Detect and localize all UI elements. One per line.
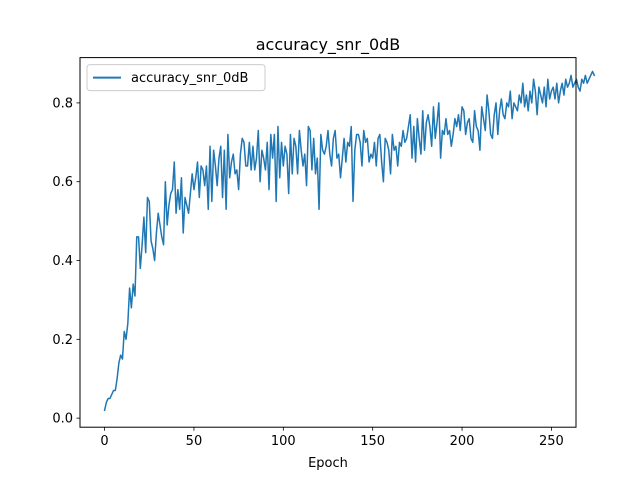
legend-box	[86, 64, 266, 92]
y-tick-label: 0.8	[52, 96, 73, 111]
y-tick-label: 0.0	[52, 412, 73, 427]
series-line-accuracy_snr_0dB	[103, 70, 596, 412]
legend: accuracy_snr_0dB	[86, 64, 266, 92]
y-tick-label: 0.6	[52, 175, 73, 190]
x-tick-label: 50	[186, 434, 203, 449]
chart-title: accuracy_snr_0dB	[256, 35, 401, 55]
x-tick-label: 150	[360, 434, 385, 449]
x-tick-label: 0	[100, 434, 108, 449]
legend-entry-label: accuracy_snr_0dB	[131, 71, 248, 86]
x-tick-label: 250	[539, 434, 564, 449]
x-axis-label: Epoch	[308, 456, 348, 471]
x-tick-label: 100	[271, 434, 296, 449]
plot-frame	[79, 57, 577, 428]
y-tick-label: 0.2	[52, 333, 73, 348]
x-tick-label: 200	[450, 434, 475, 449]
y-tick-label: 0.4	[52, 254, 73, 269]
